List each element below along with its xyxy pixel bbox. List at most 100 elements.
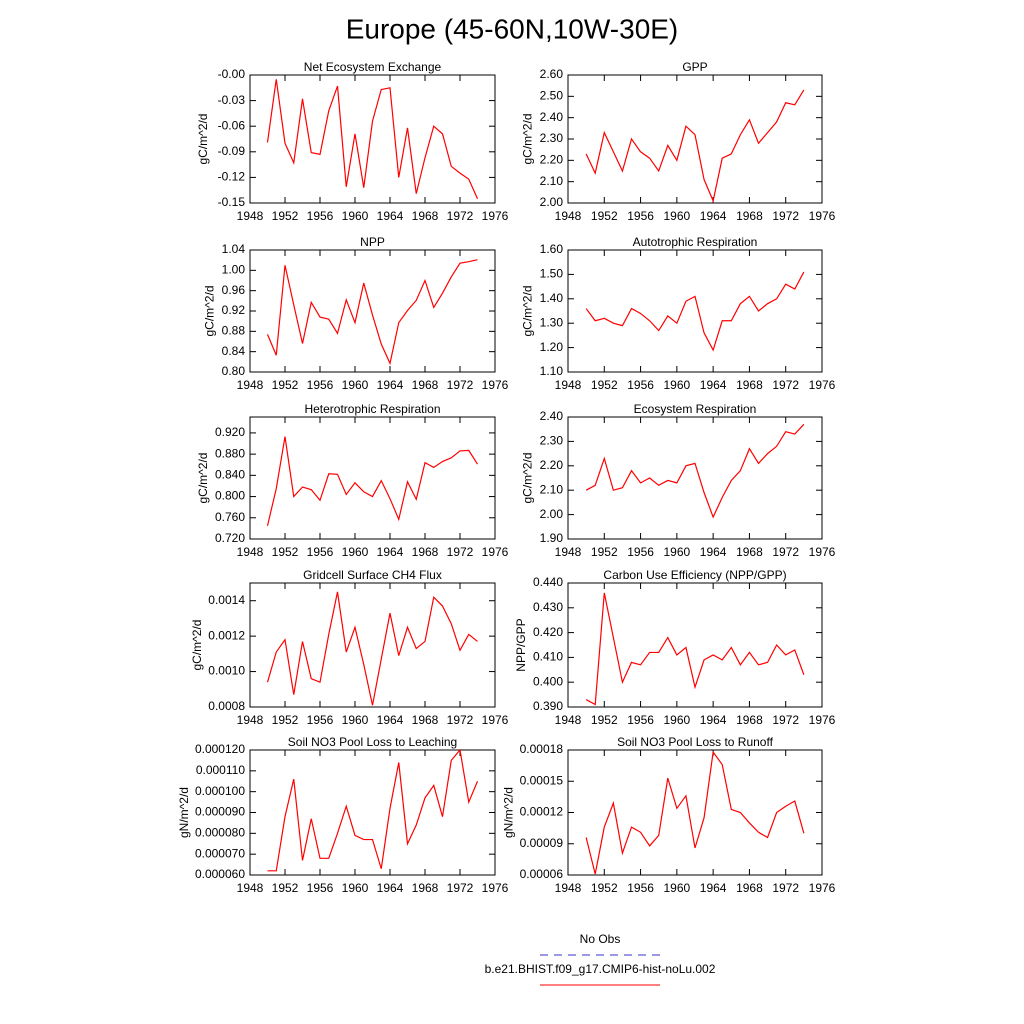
y-axis-label: gC/m^2/d: [203, 286, 217, 337]
x-tick-label: 1976: [482, 209, 509, 223]
y-tick-label: 0.760: [215, 510, 245, 524]
x-tick-label: 1968: [412, 713, 439, 727]
y-tick-label: 0.430: [533, 600, 563, 614]
y-tick-label: 0.800: [215, 489, 245, 503]
x-tick-label: 1952: [272, 209, 299, 223]
x-tick-label: 1964: [377, 881, 404, 895]
y-tick-label: 0.000120: [195, 742, 245, 756]
plot-frame: [567, 416, 823, 540]
x-tick-label: 1968: [412, 545, 439, 559]
y-tick-label: 2.00: [540, 507, 564, 521]
x-tick-label: 1972: [772, 881, 799, 895]
plot-frame: [567, 74, 823, 204]
x-tick-label: 1972: [772, 378, 799, 392]
x-tick-label: 1948: [237, 713, 264, 727]
y-tick-label: 0.000100: [195, 784, 245, 798]
y-tick-label: 0.84: [222, 344, 246, 358]
y-tick-label: 2.50: [540, 89, 564, 103]
y-axis-label: gC/m^2/d: [196, 453, 210, 504]
x-tick-label: 1972: [772, 545, 799, 559]
panel-title: NPP: [360, 235, 385, 249]
y-axis-label: NPP/GPP: [514, 618, 528, 671]
plot-frame: [567, 749, 823, 876]
x-tick-label: 1956: [307, 378, 334, 392]
x-tick-label: 1960: [664, 545, 691, 559]
y-tick-label: 0.00015: [520, 773, 564, 787]
x-tick-label: 1964: [700, 378, 727, 392]
y-tick-label: 2.60: [540, 67, 564, 81]
y-tick-label: 0.0010: [208, 664, 245, 678]
x-tick-label: 1968: [412, 378, 439, 392]
x-tick-label: 1956: [307, 545, 334, 559]
x-tick-label: 1948: [555, 378, 582, 392]
y-tick-label: -0.12: [218, 170, 246, 184]
y-axis-label: gC/m^2/d: [521, 114, 535, 165]
panel-title: Carbon Use Efficiency (NPP/GPP): [603, 568, 786, 582]
y-tick-label: 0.410: [533, 650, 563, 664]
y-tick-label: 0.000080: [195, 826, 245, 840]
x-tick-label: 1948: [555, 209, 582, 223]
x-tick-label: 1964: [377, 378, 404, 392]
x-tick-label: 1948: [237, 545, 264, 559]
y-tick-label: 0.0012: [208, 628, 245, 642]
y-tick-label: -0.09: [218, 144, 246, 158]
plot-frame: [249, 416, 496, 540]
y-tick-label: -0.06: [218, 118, 246, 132]
y-axis-label: gC/m^2/d: [521, 286, 535, 337]
plot-frame: [249, 582, 496, 708]
plot-frame: [249, 749, 496, 876]
x-tick-label: 1956: [627, 545, 654, 559]
x-tick-label: 1964: [700, 545, 727, 559]
x-tick-label: 1976: [482, 378, 509, 392]
data-line: [266, 436, 479, 526]
x-tick-label: 1952: [272, 545, 299, 559]
panel-title: Soil NO3 Pool Loss to Leaching: [288, 735, 457, 749]
y-tick-label: 2.40: [540, 110, 564, 124]
y-axis-label: gC/m^2/d: [190, 620, 204, 671]
x-tick-label: 1956: [627, 378, 654, 392]
y-tick-label: 0.400: [533, 674, 563, 688]
y-tick-label: 1.20: [540, 340, 564, 354]
x-tick-label: 1976: [809, 881, 836, 895]
y-tick-label: 0.92: [222, 303, 246, 317]
y-tick-label: -0.03: [218, 93, 246, 107]
x-tick-label: 1952: [272, 378, 299, 392]
x-tick-label: 1948: [237, 881, 264, 895]
x-tick-label: 1960: [342, 545, 369, 559]
x-tick-label: 1960: [664, 378, 691, 392]
x-tick-label: 1968: [412, 881, 439, 895]
y-tick-label: 0.00009: [520, 836, 564, 850]
x-tick-label: 1960: [342, 209, 369, 223]
y-axis-label: gN/m^2/d: [177, 787, 191, 838]
data-line: [585, 89, 805, 203]
y-tick-label: -0.15: [218, 195, 246, 209]
x-tick-label: 1964: [700, 881, 727, 895]
x-tick-label: 1952: [591, 378, 618, 392]
data-line: [266, 591, 478, 706]
x-tick-label: 1960: [342, 713, 369, 727]
x-tick-label: 1976: [809, 378, 836, 392]
data-line: [585, 750, 805, 875]
legend-label: b.e21.BHIST.f09_g17.CMIP6-hist-noLu.002: [485, 962, 716, 976]
x-tick-label: 1956: [627, 881, 654, 895]
x-tick-label: 1956: [627, 713, 654, 727]
x-tick-label: 1972: [447, 545, 474, 559]
x-tick-label: 1960: [664, 713, 691, 727]
x-tick-label: 1956: [307, 713, 334, 727]
x-tick-label: 1968: [736, 881, 763, 895]
x-tick-label: 1972: [447, 713, 474, 727]
y-tick-label: 0.000070: [195, 846, 245, 860]
x-tick-label: 1976: [809, 713, 836, 727]
y-tick-label: 0.840: [215, 468, 245, 482]
x-tick-label: 1972: [447, 881, 474, 895]
y-tick-label: 1.10: [540, 364, 564, 378]
y-tick-label: 2.00: [540, 195, 564, 209]
plot-frame: [249, 74, 496, 204]
x-tick-label: 1976: [482, 545, 509, 559]
y-tick-label: 1.00: [222, 263, 246, 277]
x-tick-label: 1952: [591, 881, 618, 895]
x-tick-label: 1952: [591, 713, 618, 727]
data-line: [585, 592, 805, 706]
y-tick-label: 1.30: [540, 315, 564, 329]
x-tick-label: 1968: [736, 545, 763, 559]
